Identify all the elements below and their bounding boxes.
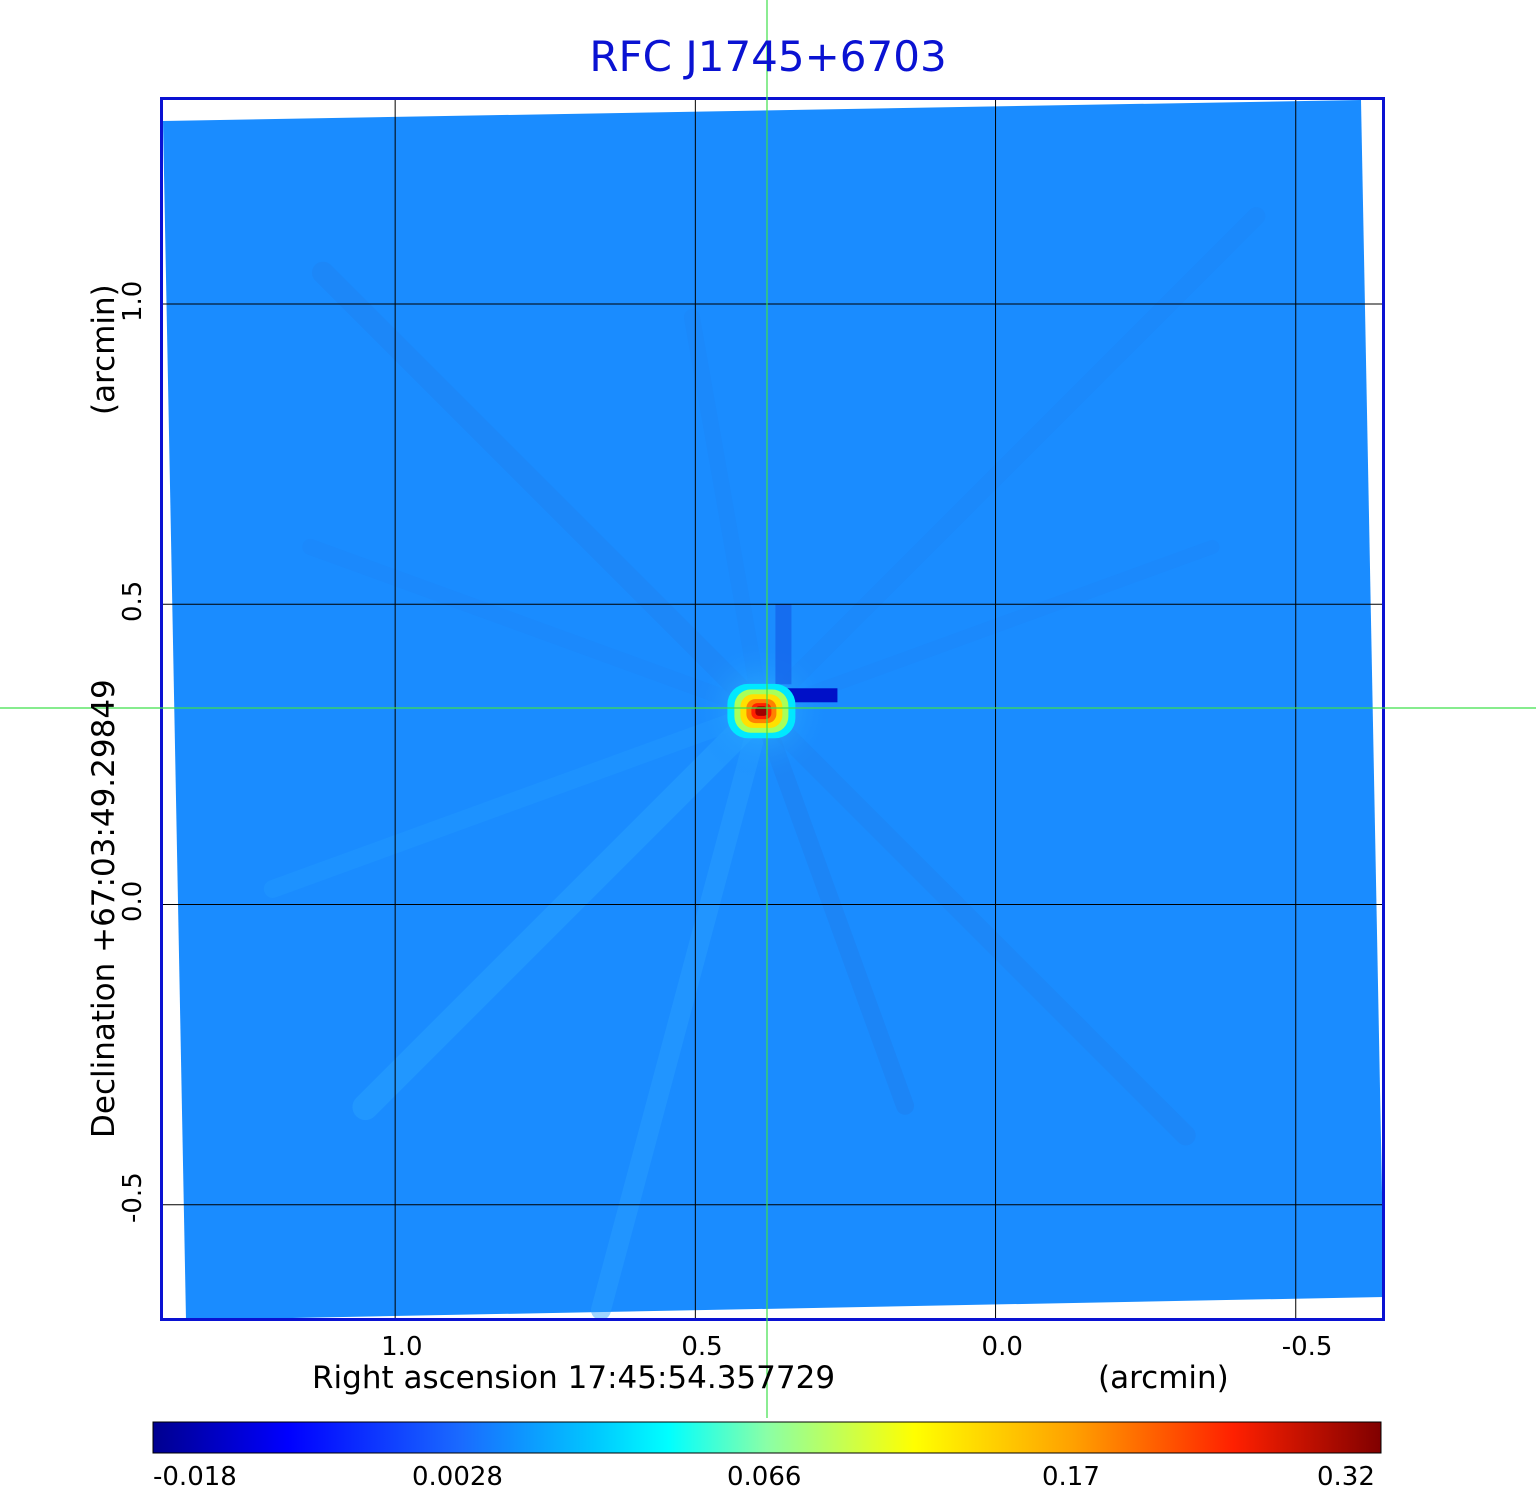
colorbar-tick-label: 0.066 [727, 1462, 802, 1492]
sidelobe-ray-0 [311, 261, 773, 723]
x-tick-label: 1.0 [381, 1332, 423, 1362]
sidelobe-ray-2 [751, 701, 1196, 1146]
x-axis-label: Right ascension 17:45:54.357729 [312, 1360, 836, 1396]
y-axis-label: Declination +67:03:49.29849 [86, 679, 122, 1138]
coordinate-grid [161, 98, 1384, 1320]
sidelobe-ray-9 [302, 538, 770, 720]
x-tick-label: -0.5 [1281, 1332, 1333, 1362]
colorbar-tick-label: -0.018 [153, 1462, 237, 1492]
y-tick-label: 0.0 [118, 881, 148, 923]
plot-frame [160, 97, 1385, 1321]
colorbar [152, 1421, 1382, 1454]
x-axis-unit: (arcmin) [1098, 1360, 1229, 1396]
negative-feature [787, 688, 838, 703]
y-axis-unit: (arcmin) [86, 284, 122, 415]
x-tick-label: 0.5 [681, 1332, 723, 1362]
sidelobe-rays [263, 207, 1266, 1320]
sidelobe-ray-7 [752, 702, 915, 1115]
sidelobe-ray-8 [754, 539, 1220, 719]
colorbar-tick-label: 0.32 [1317, 1462, 1375, 1492]
source-contour-5 [755, 706, 768, 716]
y-tick-label: 0.5 [118, 580, 148, 623]
colorbar-tick-label: 0.17 [1042, 1462, 1100, 1492]
y-tick-label: -0.5 [118, 1171, 148, 1223]
chart-title: RFC J1745+6703 [589, 32, 947, 81]
negative-streak [775, 604, 792, 685]
x-tick-label: 0.0 [981, 1332, 1023, 1362]
sidelobe-ray-4 [590, 701, 772, 1320]
colorbar-tick-label: 0.0028 [412, 1462, 503, 1492]
sidelobe-ray-5 [263, 702, 771, 898]
y-tick-label: 1.0 [118, 280, 148, 322]
source-core [727, 604, 838, 739]
sidelobe-ray-3 [752, 207, 1266, 721]
